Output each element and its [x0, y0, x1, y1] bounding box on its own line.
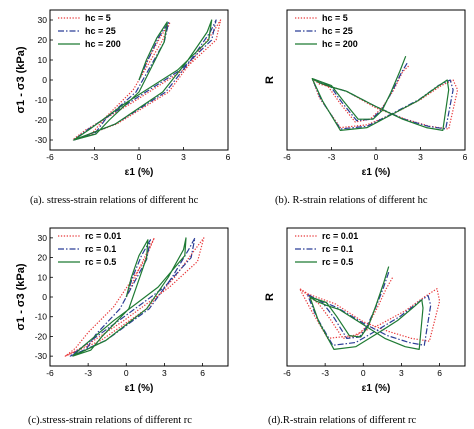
y-tick-label: 30	[38, 233, 48, 243]
x-tick-label: -6	[283, 152, 291, 162]
series-line-3	[311, 55, 450, 131]
x-tick-label: -3	[84, 368, 92, 378]
series-line-1	[64, 237, 205, 357]
series-line-3	[72, 237, 187, 357]
legend-label-1: rc = 0.01	[85, 231, 121, 241]
panel-caption: (b). R-strain relations of different hc	[275, 195, 428, 206]
y-tick-label: -20	[35, 115, 48, 125]
x-tick-label: 0	[124, 368, 129, 378]
x-tick-label: 6	[200, 368, 205, 378]
y-tick-label: -30	[35, 351, 48, 361]
y-tick-label: 10	[38, 272, 48, 282]
x-tick-label: 0	[137, 152, 142, 162]
x-tick-label: -3	[321, 368, 329, 378]
x-tick-label: 0	[374, 152, 379, 162]
y-axis-label: R	[264, 293, 276, 301]
x-tick-label: -6	[46, 152, 54, 162]
x-tick-label: -6	[283, 368, 291, 378]
y-tick-label: -10	[35, 312, 48, 322]
y-tick-label: 20	[38, 253, 48, 263]
chart-panel-2: -6 -3 0 3 6 ε1 (%) Rhc = 5 hc = 25 hc = 200 (b). …	[264, 9, 468, 206]
y-axis-label: σ1 - σ3 (kPa)	[15, 46, 27, 113]
y-tick-label: -10	[35, 95, 48, 105]
x-axis-label: ε1 (%)	[362, 383, 391, 394]
legend-label-2: hc = 25	[322, 26, 353, 36]
x-tick-label: 3	[399, 368, 404, 378]
panel-caption: (c).stress-strain relations of different…	[28, 415, 192, 426]
x-tick-label: 3	[181, 152, 186, 162]
x-tick-label: -3	[91, 152, 99, 162]
y-axis-label: R	[264, 76, 276, 84]
legend-label-1: rc = 0.01	[322, 231, 358, 241]
x-tick-label: 6	[463, 152, 468, 162]
x-tick-label: 6	[226, 152, 231, 162]
series-line-3	[309, 266, 424, 350]
plot-frame	[49, 227, 229, 367]
legend-label-3: rc = 0.5	[322, 257, 353, 267]
y-tick-label: 10	[38, 55, 48, 65]
plot-frame	[286, 227, 466, 367]
chart-panel-4: -6 -3 0 3 6 ε1 (%) Rrc = 0.01 rc = 0.1 rc = 0.5 (…	[264, 227, 466, 426]
y-axis-label: σ1 - σ3 (kPa)	[15, 263, 27, 330]
legend-label-3: rc = 0.5	[85, 257, 116, 267]
legend-label-1: hc = 5	[322, 13, 348, 23]
x-tick-label: 3	[162, 368, 167, 378]
x-axis-label: ε1 (%)	[362, 167, 391, 178]
y-tick-label: 0	[42, 75, 47, 85]
x-tick-label: -3	[328, 152, 336, 162]
x-tick-label: 0	[361, 368, 366, 378]
legend-label-2: rc = 0.1	[85, 244, 116, 254]
legend-label-1: hc = 5	[85, 13, 111, 23]
x-tick-label: -6	[46, 368, 54, 378]
legend-label-2: rc = 0.1	[322, 244, 353, 254]
panel-caption: (a). stress-strain relations of differen…	[30, 195, 199, 206]
x-axis-label: ε1 (%)	[125, 167, 154, 178]
panel-caption: (d).R-strain relations of different rc	[268, 415, 417, 426]
series-line-2	[69, 237, 196, 357]
legend-label-2: hc = 25	[85, 26, 116, 36]
y-tick-label: -20	[35, 331, 48, 341]
legend-label-3: hc = 200	[322, 39, 358, 49]
y-tick-label: -30	[35, 135, 48, 145]
x-tick-label: 3	[418, 152, 423, 162]
y-tick-label: 30	[38, 15, 48, 25]
y-tick-label: 20	[38, 35, 48, 45]
series-line-1	[299, 277, 441, 342]
series-line-1	[71, 19, 222, 141]
series-line-3	[73, 19, 213, 141]
y-tick-label: 0	[42, 292, 47, 302]
x-tick-label: 6	[437, 368, 442, 378]
x-axis-label: ε1 (%)	[125, 383, 154, 394]
legend-label-3: hc = 200	[85, 39, 121, 49]
